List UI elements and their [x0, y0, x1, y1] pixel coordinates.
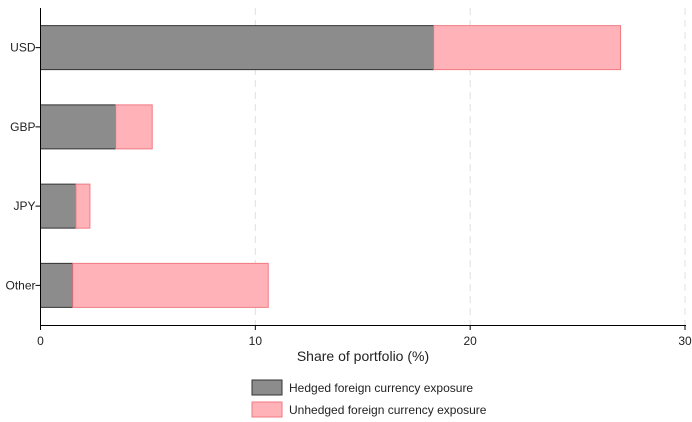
- bar-usd-unhedged: [433, 25, 622, 71]
- legend-label-hedged: Hedged foreign currency exposure: [289, 381, 473, 395]
- bar-other-unhedged: [72, 262, 269, 308]
- x-ticks: 0 10 20 30: [37, 325, 692, 348]
- y-tick-label-usd: USD: [10, 41, 36, 55]
- bar-jpy-hedged: [40, 183, 77, 229]
- y-tick-label-gbp: GBP: [10, 120, 35, 134]
- axes: [40, 8, 686, 326]
- y-tick-label-jpy: JPY: [13, 199, 35, 213]
- x-tick-label-10: 10: [249, 334, 263, 348]
- bar-gbp-unhedged: [115, 104, 153, 150]
- y-tick-label-other: Other: [5, 278, 35, 292]
- legend-swatch-unhedged: [251, 401, 283, 418]
- bar-usd-hedged: [40, 25, 435, 71]
- bar-gbp-hedged: [40, 104, 117, 150]
- bar-other-hedged: [40, 262, 74, 308]
- bar-jpy-unhedged: [75, 183, 91, 229]
- x-axis-title: Share of portfolio (%): [297, 348, 429, 364]
- legend-label-unhedged: Unhedged foreign currency exposure: [289, 403, 487, 417]
- x-tick-label-30: 30: [678, 334, 692, 348]
- x-tick-label-0: 0: [37, 334, 44, 348]
- legend-swatch-hedged: [251, 379, 283, 396]
- x-tick-label-20: 20: [463, 334, 477, 348]
- bars: [40, 25, 622, 308]
- y-ticks: USD GBP JPY Other: [5, 41, 41, 292]
- legend: Hedged foreign currency exposure Unhedged…: [251, 379, 487, 418]
